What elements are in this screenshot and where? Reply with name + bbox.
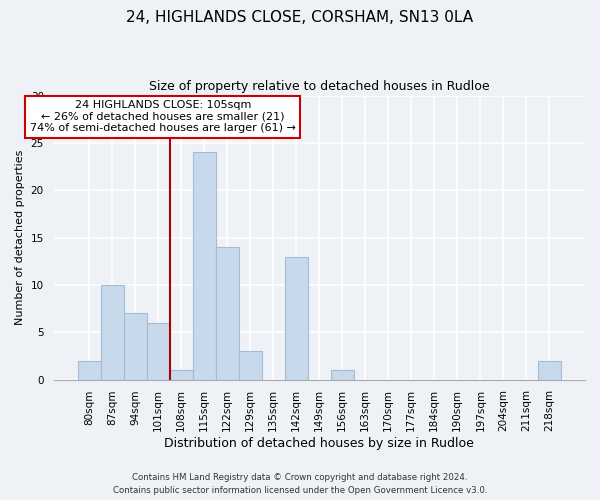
- Text: 24, HIGHLANDS CLOSE, CORSHAM, SN13 0LA: 24, HIGHLANDS CLOSE, CORSHAM, SN13 0LA: [127, 10, 473, 25]
- Title: Size of property relative to detached houses in Rudloe: Size of property relative to detached ho…: [149, 80, 490, 93]
- Bar: [239, 351, 262, 380]
- Text: 24 HIGHLANDS CLOSE: 105sqm
← 26% of detached houses are smaller (21)
74% of semi: 24 HIGHLANDS CLOSE: 105sqm ← 26% of deta…: [30, 100, 296, 134]
- Bar: [285, 256, 308, 380]
- Bar: [216, 247, 239, 380]
- Bar: [101, 285, 124, 380]
- Bar: [147, 323, 170, 380]
- Y-axis label: Number of detached properties: Number of detached properties: [15, 150, 25, 326]
- Text: Contains HM Land Registry data © Crown copyright and database right 2024.
Contai: Contains HM Land Registry data © Crown c…: [113, 474, 487, 495]
- Bar: [331, 370, 354, 380]
- Bar: [538, 360, 561, 380]
- Bar: [170, 370, 193, 380]
- X-axis label: Distribution of detached houses by size in Rudloe: Distribution of detached houses by size …: [164, 437, 474, 450]
- Bar: [77, 360, 101, 380]
- Bar: [193, 152, 216, 380]
- Bar: [124, 314, 147, 380]
